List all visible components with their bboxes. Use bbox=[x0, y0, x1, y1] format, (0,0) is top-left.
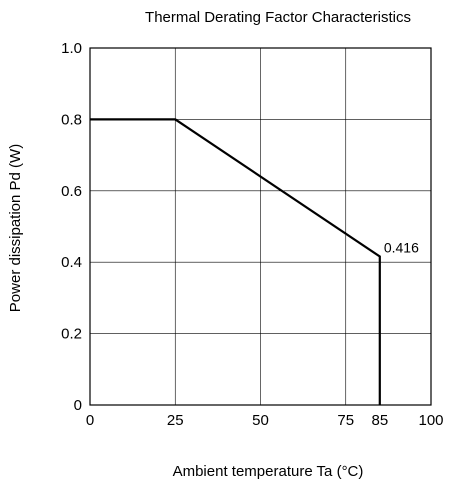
y-axis-label: Power dissipation Pd (W) bbox=[7, 144, 24, 312]
derating-curve bbox=[90, 118, 381, 405]
y-tick-label: 0 bbox=[74, 397, 82, 414]
data-label: 0.416 bbox=[384, 239, 419, 255]
series-layer bbox=[90, 118, 381, 405]
y-tick-labels: 0 0.2 0.4 0.6 0.8 1.0 bbox=[61, 40, 82, 414]
x-tick-label: 85 bbox=[372, 412, 389, 429]
annotations: 0.416 bbox=[384, 239, 419, 255]
y-tick-label: 1.0 bbox=[61, 40, 82, 57]
x-axis-label: Ambient temperature Ta (°C) bbox=[173, 463, 364, 480]
y-tick-label: 0.4 bbox=[61, 254, 82, 271]
x-tick-label: 75 bbox=[337, 412, 354, 429]
x-tick-label: 100 bbox=[418, 412, 443, 429]
y-tick-label: 0.8 bbox=[61, 111, 82, 128]
y-tick-label: 0.2 bbox=[61, 326, 82, 343]
chart-title: Thermal Derating Factor Characteristics bbox=[145, 9, 411, 26]
y-tick-label: 0.6 bbox=[61, 183, 82, 200]
plot-frame bbox=[89, 47, 432, 406]
x-tick-label: 25 bbox=[167, 412, 184, 429]
x-tick-labels: 0 25 50 75 85 100 bbox=[86, 412, 444, 429]
x-tick-label: 0 bbox=[86, 412, 94, 429]
x-tick-label: 50 bbox=[252, 412, 269, 429]
